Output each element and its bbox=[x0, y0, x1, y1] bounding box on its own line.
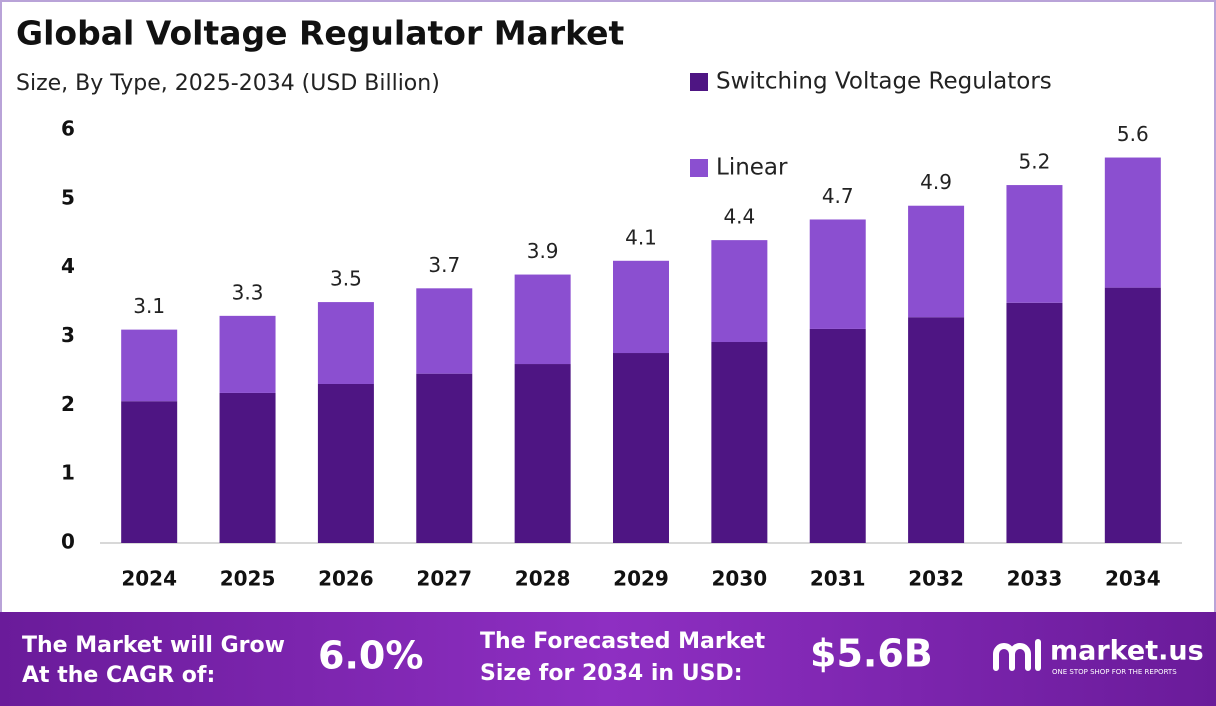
bar-segment bbox=[809, 328, 866, 543]
footer-text: At the CAGR of: bbox=[22, 663, 215, 688]
total-label: 4.1 bbox=[625, 225, 657, 249]
x-tick-label: 2031 bbox=[810, 567, 866, 591]
bar-segment bbox=[613, 353, 669, 543]
chart-title: Global Voltage Regulator Market bbox=[16, 14, 625, 53]
bar-segment bbox=[908, 205, 965, 318]
footer-text: Size for 2034 in USD: bbox=[480, 661, 743, 686]
y-tick-label: 6 bbox=[61, 117, 75, 141]
x-tick-label: 2032 bbox=[908, 567, 964, 591]
bar-segment bbox=[1104, 157, 1161, 288]
bar-segment bbox=[711, 240, 768, 343]
total-label: 4.9 bbox=[920, 170, 952, 194]
total-label: 4.7 bbox=[822, 184, 854, 208]
legend-label: Switching Voltage Regulators bbox=[716, 69, 1052, 95]
y-tick-label: 1 bbox=[61, 461, 75, 485]
footer-value: $5.6B bbox=[810, 632, 933, 676]
bar-segment bbox=[711, 342, 768, 543]
x-tick-label: 2034 bbox=[1105, 567, 1161, 591]
bar-segment bbox=[219, 315, 276, 393]
bar-segment bbox=[1104, 287, 1161, 543]
bar-segment bbox=[514, 364, 571, 543]
total-label: 3.3 bbox=[232, 280, 264, 304]
bar-segment bbox=[121, 401, 178, 543]
brand-logo bbox=[993, 639, 1041, 671]
x-tick-label: 2033 bbox=[1007, 567, 1063, 591]
x-tick-label: 2028 bbox=[515, 567, 571, 591]
total-label: 3.7 bbox=[428, 253, 460, 277]
x-tick-label: 2025 bbox=[220, 567, 276, 591]
total-label: 3.5 bbox=[330, 267, 362, 291]
bar-segment bbox=[416, 288, 473, 374]
bar-segment bbox=[219, 392, 276, 543]
x-tick-label: 2030 bbox=[712, 567, 768, 591]
footer-banner bbox=[0, 612, 1216, 706]
bar-segment bbox=[514, 274, 571, 365]
y-tick-label: 5 bbox=[61, 185, 75, 209]
legend-label: Linear bbox=[716, 155, 788, 181]
legend-swatch bbox=[690, 73, 708, 91]
bar-segment bbox=[1006, 302, 1063, 543]
bar-segment bbox=[908, 317, 965, 543]
bar-segment bbox=[809, 219, 866, 329]
bar-segment bbox=[121, 329, 178, 402]
footer-value: 6.0% bbox=[318, 634, 423, 678]
bar-segment bbox=[613, 260, 669, 354]
x-tick-label: 2027 bbox=[416, 567, 472, 591]
x-tick-label: 2026 bbox=[318, 567, 374, 591]
total-label: 4.4 bbox=[723, 205, 755, 229]
brand: market.us bbox=[1050, 636, 1204, 667]
footer-text: The Forecasted Market bbox=[480, 629, 766, 654]
footer-text: The Market will Grow bbox=[22, 633, 285, 658]
y-tick-label: 0 bbox=[61, 530, 75, 554]
total-label: 5.6 bbox=[1117, 122, 1149, 146]
x-tick-label: 2024 bbox=[121, 567, 177, 591]
x-tick-label: 2029 bbox=[613, 567, 669, 591]
bar-segment bbox=[317, 383, 374, 543]
total-label: 5.2 bbox=[1019, 150, 1051, 174]
legend-swatch bbox=[690, 159, 708, 177]
total-label: 3.9 bbox=[527, 239, 559, 263]
y-tick-label: 4 bbox=[61, 254, 75, 278]
bar-segment bbox=[416, 373, 473, 543]
y-tick-label: 2 bbox=[61, 392, 75, 416]
bar-segment bbox=[1006, 185, 1063, 303]
total-label: 3.1 bbox=[133, 294, 165, 318]
tagline: ONE STOP SHOP FOR THE REPORTS bbox=[1052, 668, 1177, 676]
bar-segment bbox=[317, 302, 374, 384]
y-tick-label: 3 bbox=[61, 323, 75, 347]
chart-subtitle: Size, By Type, 2025-2034 (USD Billion) bbox=[16, 71, 440, 96]
